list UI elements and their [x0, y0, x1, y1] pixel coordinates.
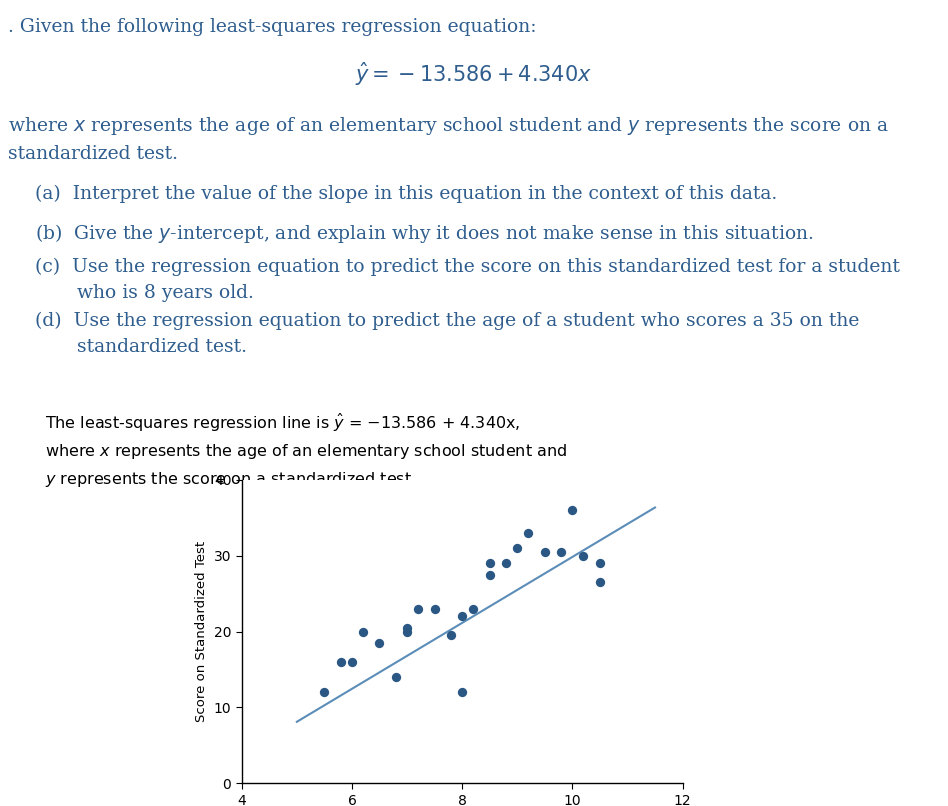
- Point: [317, 686, 332, 699]
- Point: [372, 637, 387, 650]
- Point: [575, 549, 591, 562]
- Point: [444, 629, 459, 642]
- Text: (c)  Use the regression equation to predict the score on this standardized test : (c) Use the regression equation to predi…: [35, 258, 900, 302]
- Text: $\hat{y} = -13.586 + 4.340x$: $\hat{y} = -13.586 + 4.340x$: [356, 60, 592, 88]
- Point: [554, 546, 569, 559]
- Point: [499, 557, 514, 570]
- Point: [454, 610, 469, 623]
- Point: [483, 568, 498, 581]
- Point: [565, 504, 580, 517]
- Point: [399, 625, 414, 638]
- Text: The least-squares regression line is $\hat{y}$ = −13.586 + 4.340x,
where $x$ rep: The least-squares regression line is $\h…: [45, 412, 567, 488]
- Text: (d)  Use the regression equation to predict the age of a student who scores a 35: (d) Use the regression equation to predi…: [35, 312, 860, 356]
- Point: [454, 686, 469, 699]
- Text: (a)  Interpret the value of the slope in this equation in the context of this da: (a) Interpret the value of the slope in …: [35, 185, 777, 203]
- Point: [356, 625, 371, 638]
- Point: [510, 542, 525, 555]
- Text: . Given the following least-squares regression equation:: . Given the following least-squares regr…: [8, 18, 537, 36]
- Point: [344, 655, 359, 668]
- Point: [399, 621, 414, 634]
- Point: [483, 557, 498, 570]
- Y-axis label: Score on Standardized Test: Score on Standardized Test: [195, 541, 209, 722]
- Text: where $x$ represents the age of an elementary school student and $y$ represents : where $x$ represents the age of an eleme…: [8, 115, 889, 163]
- Point: [592, 575, 608, 588]
- Point: [410, 602, 426, 615]
- Point: [538, 546, 553, 559]
- Point: [520, 526, 536, 539]
- Point: [334, 655, 349, 668]
- Text: (b)  Give the $y$-intercept, and explain why it does not make sense in this situ: (b) Give the $y$-intercept, and explain …: [35, 222, 813, 245]
- Point: [592, 557, 608, 570]
- Point: [427, 602, 442, 615]
- Point: [389, 671, 404, 683]
- Point: [465, 602, 481, 615]
